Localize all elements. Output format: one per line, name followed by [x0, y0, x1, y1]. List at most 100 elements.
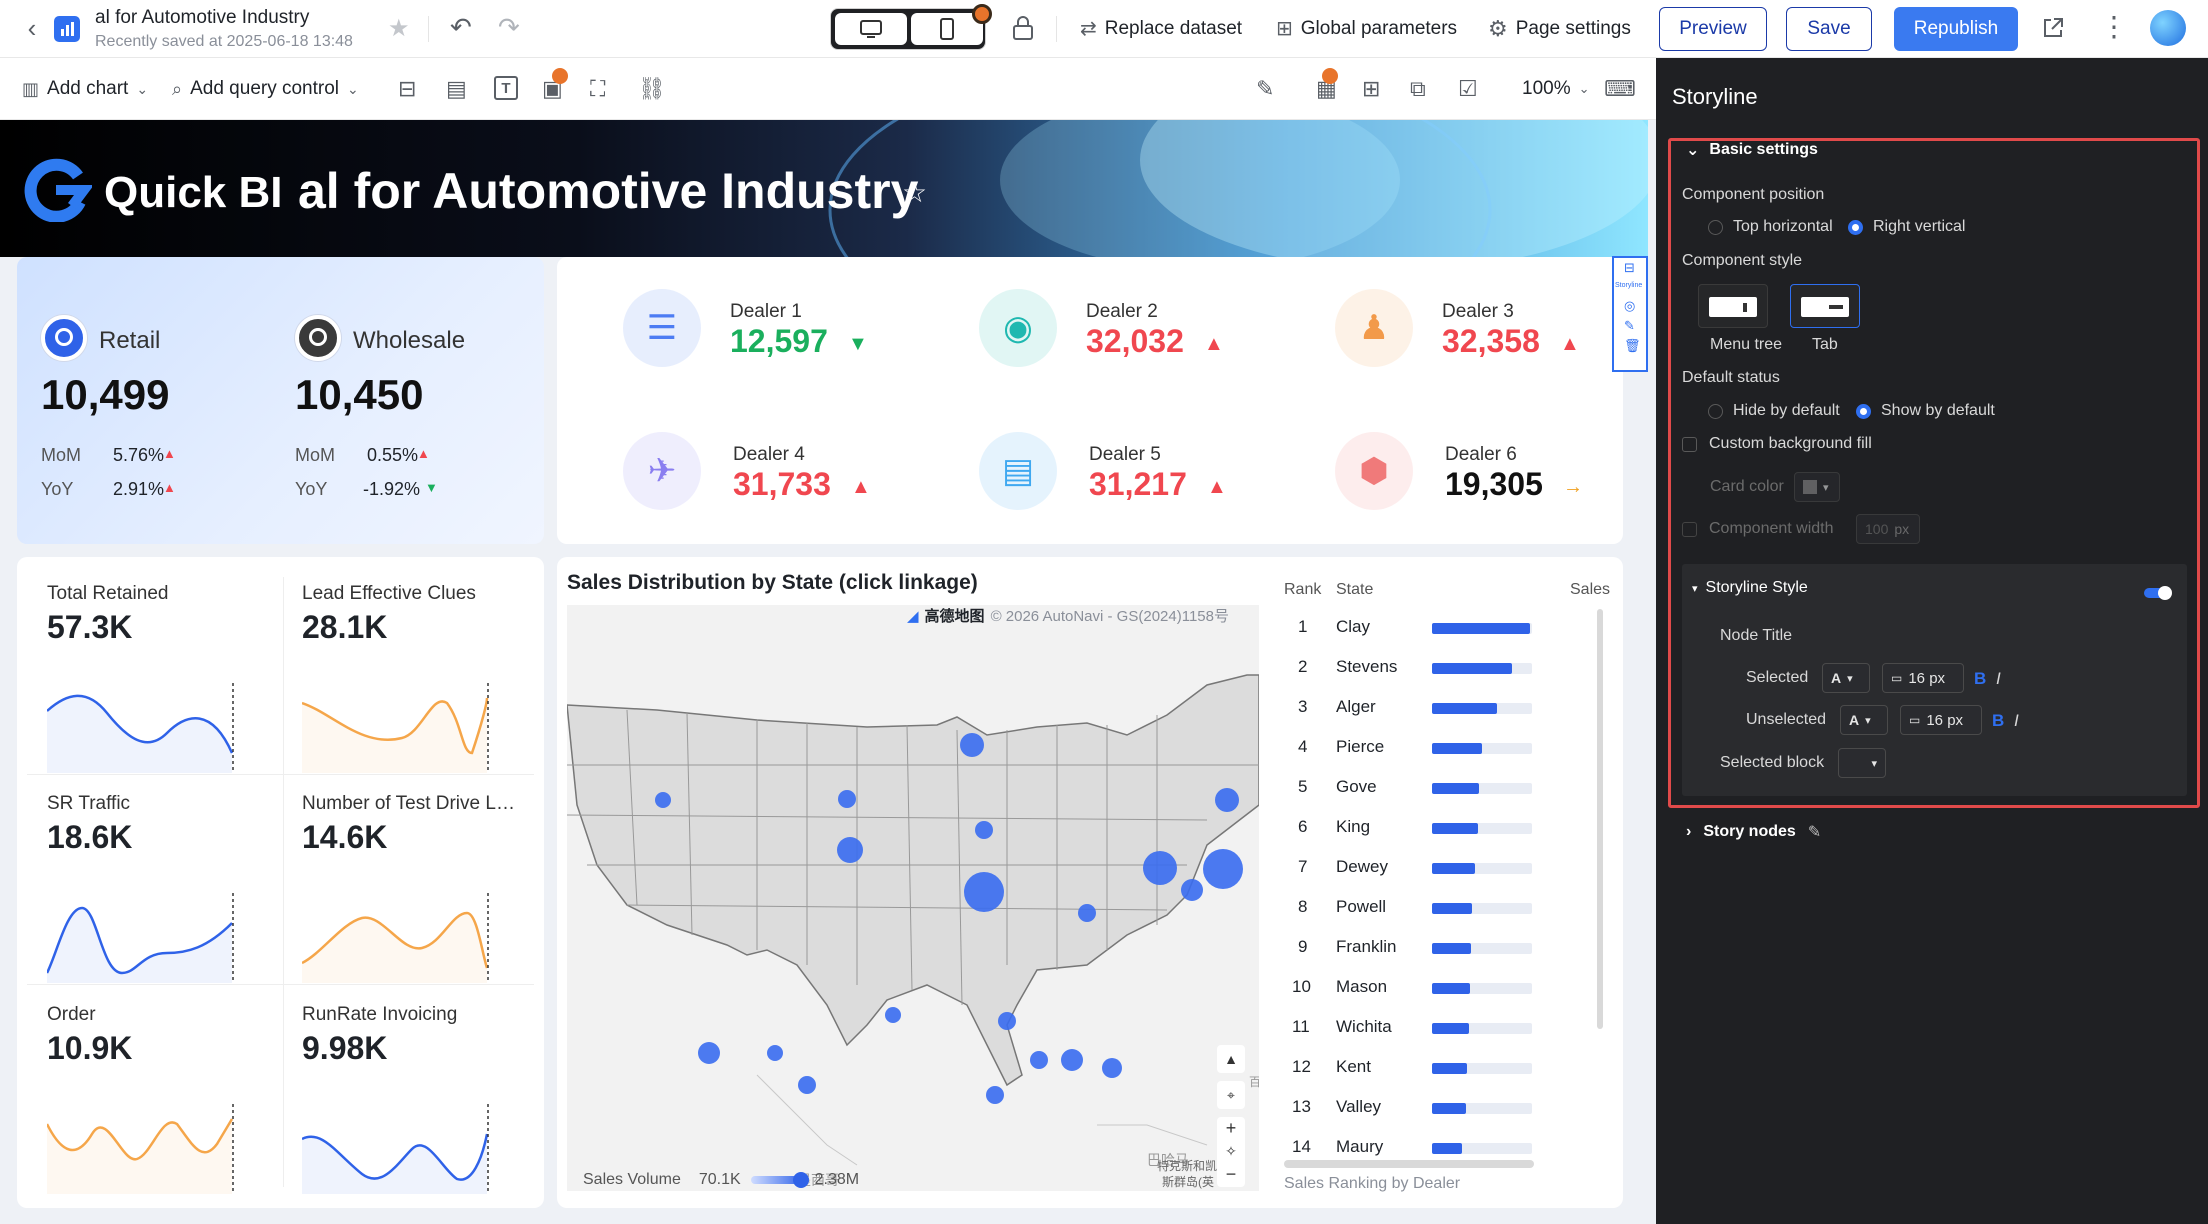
table-row[interactable]: 7 Dewey	[1284, 851, 1614, 891]
selected-block-picker[interactable]: ▾	[1838, 748, 1886, 778]
save-button[interactable]: Save	[1786, 7, 1872, 51]
mini-kpi[interactable]: RunRate Invoicing 9.98K	[302, 1004, 522, 1194]
external-link-icon[interactable]	[2040, 15, 2066, 41]
table-row[interactable]: 11 Wichita	[1284, 1011, 1614, 1051]
legend-slider[interactable]	[750, 1172, 809, 1188]
storyline-style-header[interactable]: ▾ Storyline Style	[1692, 579, 1808, 596]
style-tab-option[interactable]	[1790, 284, 1860, 328]
dealer-kpi[interactable]: ▤ Dealer 5 31,217 ▲	[979, 432, 1309, 522]
table-row[interactable]: 13 Valley	[1284, 1091, 1614, 1131]
lock-icon[interactable]	[1010, 14, 1036, 42]
dealer-kpi[interactable]: ♟ Dealer 3 32,358 ▲	[1335, 289, 1656, 379]
selected-font-color[interactable]: A ▾	[1822, 663, 1870, 693]
component-width-input[interactable]: 100 px	[1856, 514, 1920, 544]
redo-icon[interactable]: ↷	[498, 12, 520, 42]
table-row[interactable]: 12 Kent	[1284, 1051, 1614, 1091]
republish-button[interactable]: Republish	[1894, 7, 2018, 51]
replace-dataset-button[interactable]: ⇄ Replace dataset	[1080, 17, 1243, 41]
basic-settings-header[interactable]: ⌄ Basic settings	[1686, 141, 1818, 159]
keyboard-icon[interactable]: ⌨	[1604, 76, 1636, 101]
mini-kpi-card[interactable]: Total Retained 57.3K Lead Effective Clue…	[17, 557, 544, 1208]
table-row[interactable]: 8 Powell	[1284, 891, 1614, 931]
table-row[interactable]: 1 Clay	[1284, 611, 1614, 651]
preview-button[interactable]: Preview	[1659, 7, 1767, 51]
table-row[interactable]: 14 Maury	[1284, 1131, 1614, 1171]
table-row[interactable]: 10 Mason	[1284, 971, 1614, 1011]
retail-kpi[interactable]: Retail 10,499 MoM 5.76% ▲ YoY 2.91% ▲	[41, 315, 281, 515]
retail-wholesale-card[interactable]: Retail 10,499 MoM 5.76% ▲ YoY 2.91% ▲ Wh…	[17, 257, 544, 544]
status-show-by-default[interactable]: Show by default	[1856, 402, 1995, 420]
add-chart-button[interactable]: ▥ Add chart ⌄	[22, 78, 149, 99]
dealer-kpi[interactable]: ✈ Dealer 4 31,733 ▲	[623, 432, 953, 522]
unselected-font-color[interactable]: A ▾	[1840, 705, 1888, 735]
table-row[interactable]: 6 King	[1284, 811, 1614, 851]
dealer-kpi[interactable]: ◉ Dealer 2 32,032 ▲	[979, 289, 1309, 379]
brush-icon[interactable]: ✎	[1256, 76, 1275, 101]
dealer-kpi[interactable]: ☰ Dealer 1 12,597 ▼	[623, 289, 953, 379]
zoom-out-icon[interactable]: −	[1225, 1164, 1237, 1184]
undo-icon[interactable]: ↶	[450, 12, 472, 42]
filter-icon[interactable]: ⧉	[1410, 76, 1426, 101]
bold-toggle[interactable]: B	[1974, 669, 1987, 688]
image-icon[interactable]: ⛶	[590, 76, 606, 101]
dealers-card[interactable]: ☰ Dealer 1 12,597 ▼ ◉ Dealer 2 32,032 ▲ …	[557, 257, 1623, 544]
map-card[interactable]: Sales Distribution by State (click linka…	[557, 557, 1623, 1208]
link-icon[interactable]: ⛓	[638, 76, 666, 101]
dealer-kpi[interactable]: ⬢ Dealer 6 19,305 →	[1335, 432, 1656, 522]
compass-icon[interactable]: ▲	[1217, 1045, 1245, 1073]
wholesale-kpi[interactable]: Wholesale 10,450 MoM 0.55% ▲ YoY -1.92% …	[295, 315, 535, 515]
table-icon[interactable]: ⊞	[1362, 76, 1381, 101]
table-row[interactable]: 4 Pierce	[1284, 731, 1614, 771]
reset-view-icon[interactable]: ✧	[1225, 1143, 1237, 1159]
tab-component-icon[interactable]: ▤	[446, 76, 467, 101]
map-area[interactable]: 墨西哥 巴哈马 ◢ 高德地图 © 2026 AutoNavi - GS(2024…	[567, 605, 1259, 1191]
mini-kpi[interactable]: Number of Test Drive L… 14.6K	[302, 793, 522, 983]
global-parameters-button[interactable]: ⊞ Global parameters	[1276, 17, 1458, 41]
text-icon[interactable]: T	[494, 76, 518, 100]
table-row[interactable]: 3 Alger	[1284, 691, 1614, 731]
mini-kpi[interactable]: Total Retained 57.3K	[47, 583, 267, 773]
custom-background-checkbox[interactable]: Custom background fill	[1682, 435, 1872, 453]
edit-icon[interactable]: ✎	[1624, 318, 1635, 333]
card-color-picker[interactable]: ▾	[1794, 472, 1840, 502]
status-hide-by-default[interactable]: Hide by default	[1708, 402, 1840, 420]
mini-kpi[interactable]: SR Traffic 18.6K	[47, 793, 267, 983]
star-icon[interactable]: ★	[388, 15, 410, 42]
unselected-font-size[interactable]: ▭ 16 px	[1900, 705, 1982, 735]
zoom-select[interactable]: 100% ⌄	[1522, 78, 1590, 99]
back-icon[interactable]: ‹	[27, 12, 37, 43]
edit-icon[interactable]: ✎	[1807, 824, 1822, 841]
italic-toggle[interactable]: I	[1996, 669, 2001, 688]
delete-icon[interactable]: 🗑	[1624, 338, 1641, 353]
table-row[interactable]: 9 Franklin	[1284, 931, 1614, 971]
layout-icon[interactable]: ⊟	[398, 76, 417, 101]
mobile-mode-button[interactable]	[911, 13, 983, 45]
dashboard-title[interactable]: al for Automotive Industry	[95, 7, 310, 28]
page-settings-button[interactable]: ⚙ Page settings	[1488, 16, 1631, 41]
layout-icon[interactable]: ⊟	[1624, 260, 1635, 275]
position-right-vertical[interactable]: Right vertical	[1848, 218, 1965, 236]
table-row[interactable]: 2 Stevens	[1284, 651, 1614, 691]
component-width-checkbox[interactable]: Component width	[1682, 520, 1834, 538]
more-icon[interactable]: ⋮	[2100, 11, 2128, 42]
locate-icon[interactable]: ⌖	[1217, 1081, 1245, 1109]
table-row[interactable]: 5 Gove	[1284, 771, 1614, 811]
position-top-horizontal[interactable]: Top horizontal	[1708, 218, 1833, 236]
mini-kpi[interactable]: Lead Effective Clues 28.1K	[302, 583, 522, 773]
check-icon[interactable]: ☑	[1458, 76, 1478, 101]
italic-toggle[interactable]: I	[2014, 711, 2019, 730]
storyline-style-toggle[interactable]	[2144, 586, 2172, 600]
selected-font-size[interactable]: ▭ 16 px	[1882, 663, 1964, 693]
zoom-in-icon[interactable]: +	[1225, 1118, 1237, 1138]
storyline-component[interactable]: Storyline ⊟ ◎ ✎ 🗑	[1612, 256, 1648, 372]
mini-kpi[interactable]: Order 10.9K	[47, 1004, 267, 1194]
avatar[interactable]	[2150, 10, 2186, 46]
ranking-scrollbar[interactable]	[1597, 609, 1603, 1029]
add-query-control-button[interactable]: ⌕ Add query control ⌄	[172, 78, 359, 99]
story-nodes-header[interactable]: › Story nodes ✎	[1686, 823, 1822, 841]
bold-toggle[interactable]: B	[1992, 711, 2005, 730]
desktop-mode-button[interactable]	[835, 13, 907, 45]
hide-icon[interactable]: ◎	[1624, 298, 1636, 313]
ranking-h-scrollbar[interactable]	[1284, 1160, 1534, 1168]
star-outline-icon[interactable]: ☆	[902, 177, 928, 208]
